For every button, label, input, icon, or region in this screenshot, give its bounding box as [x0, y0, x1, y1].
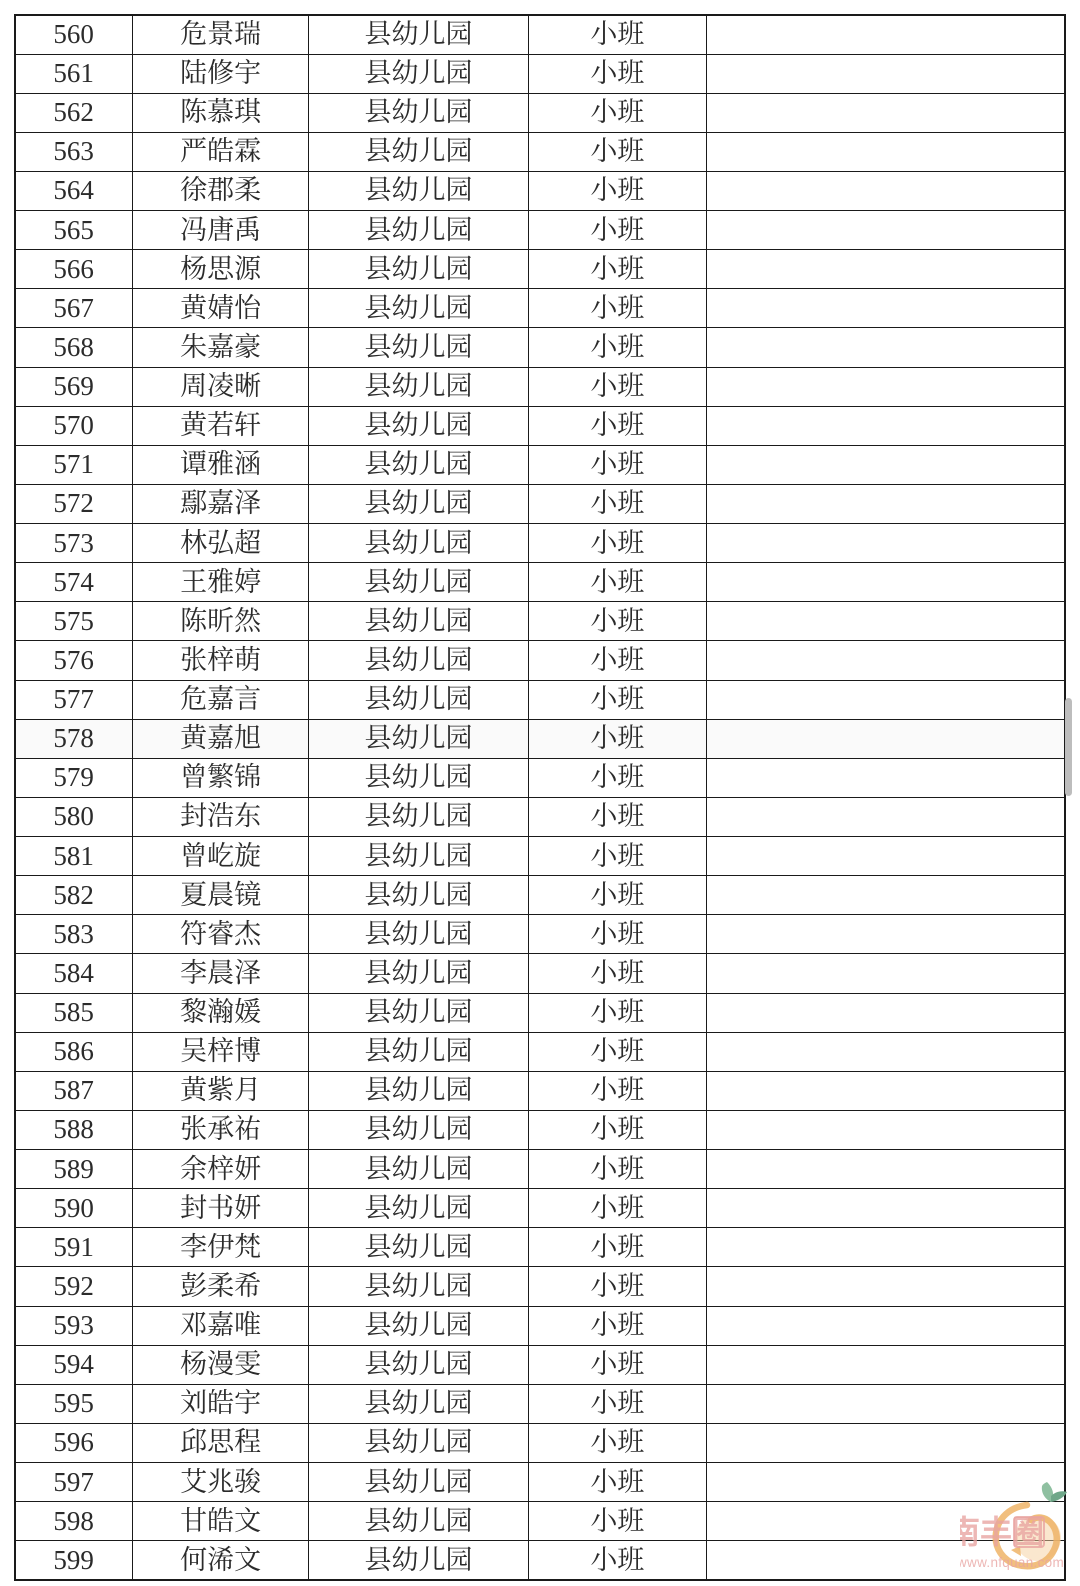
svg-text:南丰圈: 南丰圈 — [960, 1514, 1044, 1550]
svg-text:www.nfquan.com: www.nfquan.com — [960, 1555, 1064, 1570]
